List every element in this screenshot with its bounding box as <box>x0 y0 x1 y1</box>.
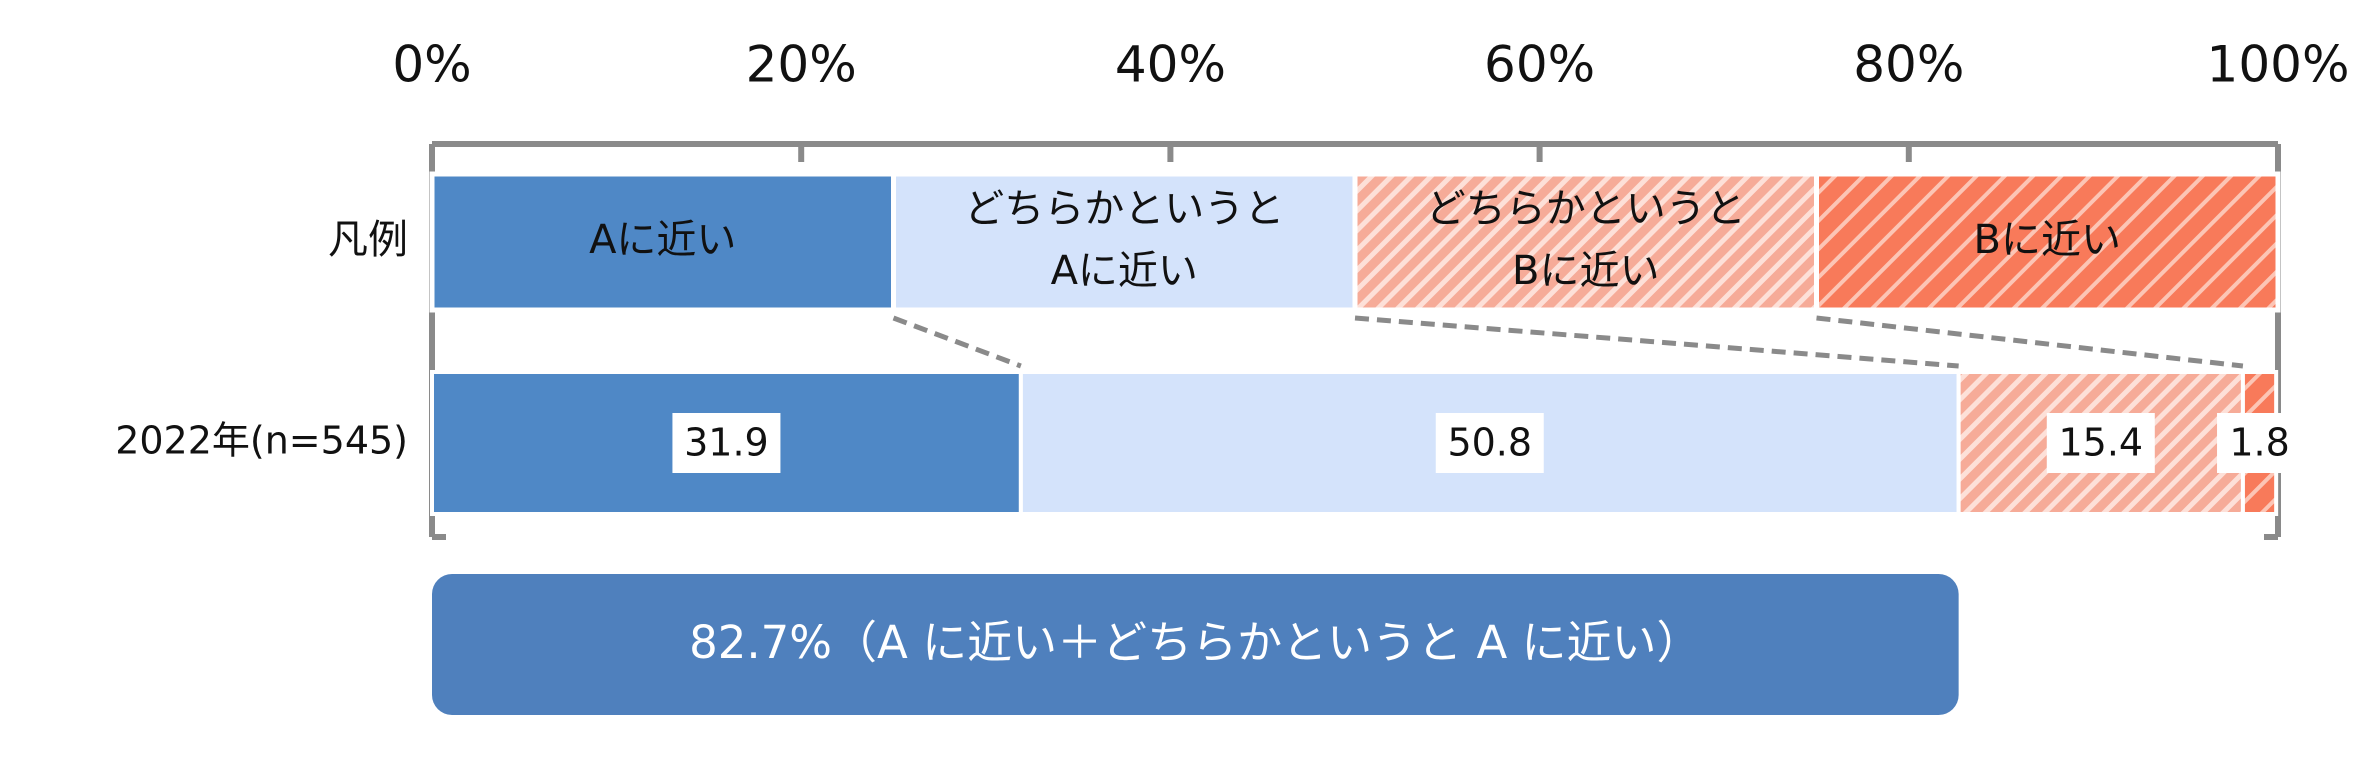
y-tick-label: 2022年(n=545) <box>115 419 408 463</box>
value-label: 15.4 <box>2058 421 2143 465</box>
x-tick-label: 60% <box>1484 36 1595 94</box>
legend-label-line: Aに近い <box>589 217 736 263</box>
value-label: 50.8 <box>1447 421 1532 465</box>
value-label-bg <box>1435 413 1544 473</box>
legend-swatch <box>891 171 1358 313</box>
connector <box>1816 315 2244 369</box>
legend-swatch <box>429 171 896 313</box>
legend-swatch <box>1814 171 2281 313</box>
legend-label-line: どちらかというと <box>1426 186 1746 232</box>
x-tick-label: 20% <box>746 36 857 94</box>
value-label-bg <box>2046 413 2155 473</box>
legend-label-line: どちらかというと <box>964 186 1284 232</box>
legend-label: Bに近い <box>1974 217 2121 263</box>
value-label: 1.8 <box>2229 421 2289 465</box>
legend-label: どちらかというと Bに近い <box>1426 186 1746 294</box>
connector <box>892 315 1022 369</box>
legend-row-label: 凡例 <box>328 217 408 263</box>
x-tick-label: 40% <box>1115 36 1226 94</box>
value-label-bg <box>2217 413 2303 473</box>
x-tick-label: 0% <box>392 36 471 94</box>
legend-swatch <box>1352 171 1819 313</box>
x-tick-label: 100% <box>2207 36 2350 94</box>
legend-label-line: Bに近い <box>1974 217 2121 263</box>
annotation: 82.7%（A に近い＋どちらかというと A に近い） <box>689 616 1701 669</box>
x-tick-label: 80% <box>1853 36 1964 94</box>
legend-label: Aに近い <box>589 217 736 263</box>
value-label: 31.9 <box>684 421 769 465</box>
legend-label: どちらかというと Aに近い <box>964 186 1284 294</box>
value-label-bg <box>672 413 781 473</box>
legend-label-line: Aに近い <box>1051 248 1198 294</box>
annotation-box <box>432 574 1959 715</box>
connector <box>1354 315 1959 369</box>
legend-label-line: Bに近い <box>1512 248 1659 294</box>
